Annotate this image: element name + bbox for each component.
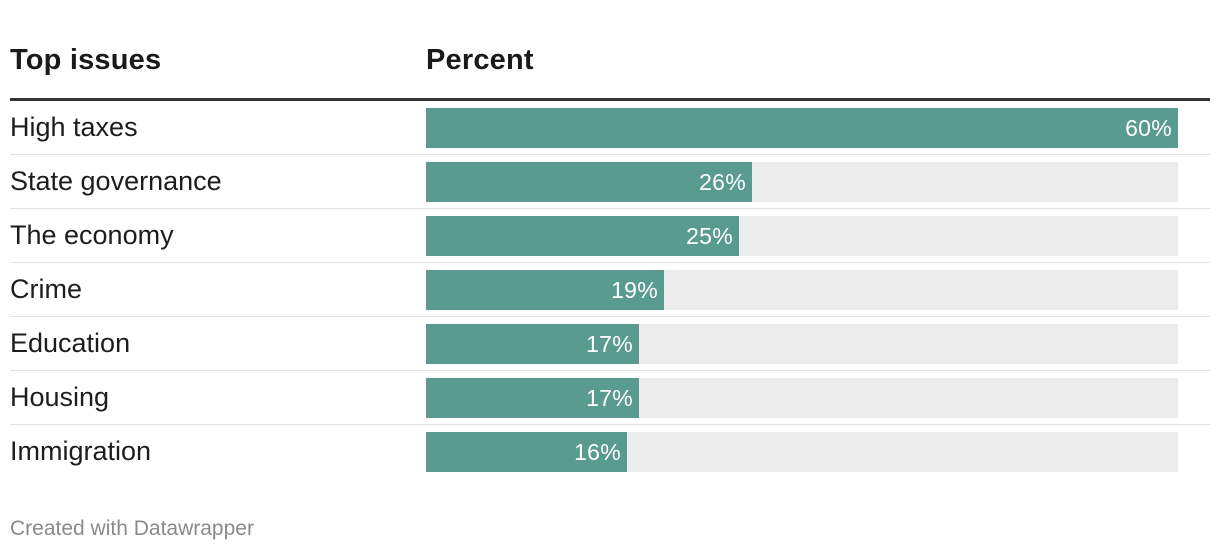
bar: 60% (426, 108, 1178, 148)
data-label: 60% (1125, 115, 1172, 141)
bar: 26% (426, 162, 752, 202)
column-header-issue: Top issues (10, 44, 162, 76)
column-header-percent: Percent (426, 44, 534, 76)
bar-track: 25% (426, 216, 1178, 256)
data-label: 26% (699, 169, 746, 195)
table-row: State governance 26% (10, 155, 1210, 209)
bar: 25% (426, 216, 739, 256)
data-label: 17% (586, 385, 633, 411)
table-row: Crime 19% (10, 263, 1210, 317)
category-label: Immigration (10, 436, 152, 466)
credit-text: Created with Datawrapper (10, 517, 254, 540)
category-label: The economy (10, 220, 174, 250)
bar-track: 16% (426, 432, 1178, 472)
chart-rows: High taxes 60% State governance 26% The econ… (10, 101, 1210, 479)
table-row: High taxes 60% (10, 101, 1210, 155)
data-label: 19% (611, 277, 658, 303)
category-label: State governance (10, 166, 222, 196)
bar: 17% (426, 378, 639, 418)
bar-chart: Top issues Percent High taxes 60% State go… (10, 0, 1210, 554)
bar-track: 17% (426, 378, 1178, 418)
category-label: Education (10, 328, 131, 358)
bar-track: 26% (426, 162, 1178, 202)
bar-track: 19% (426, 270, 1178, 310)
table-row: Education 17% (10, 317, 1210, 371)
bar-track: 60% (426, 108, 1178, 148)
data-label: 17% (586, 331, 633, 357)
header-divider (10, 98, 1210, 101)
bar: 17% (426, 324, 639, 364)
category-label: High taxes (10, 112, 138, 142)
table-header: Top issues Percent (10, 44, 1210, 84)
data-label: 25% (686, 223, 733, 249)
category-label: Crime (10, 274, 82, 304)
table-row: Immigration 16% (10, 425, 1210, 479)
bar-track: 17% (426, 324, 1178, 364)
bar: 19% (426, 270, 664, 310)
table-row: The economy 25% (10, 209, 1210, 263)
bar: 16% (426, 432, 627, 472)
category-label: Housing (10, 382, 110, 412)
data-label: 16% (574, 439, 621, 465)
table-row: Housing 17% (10, 371, 1210, 425)
